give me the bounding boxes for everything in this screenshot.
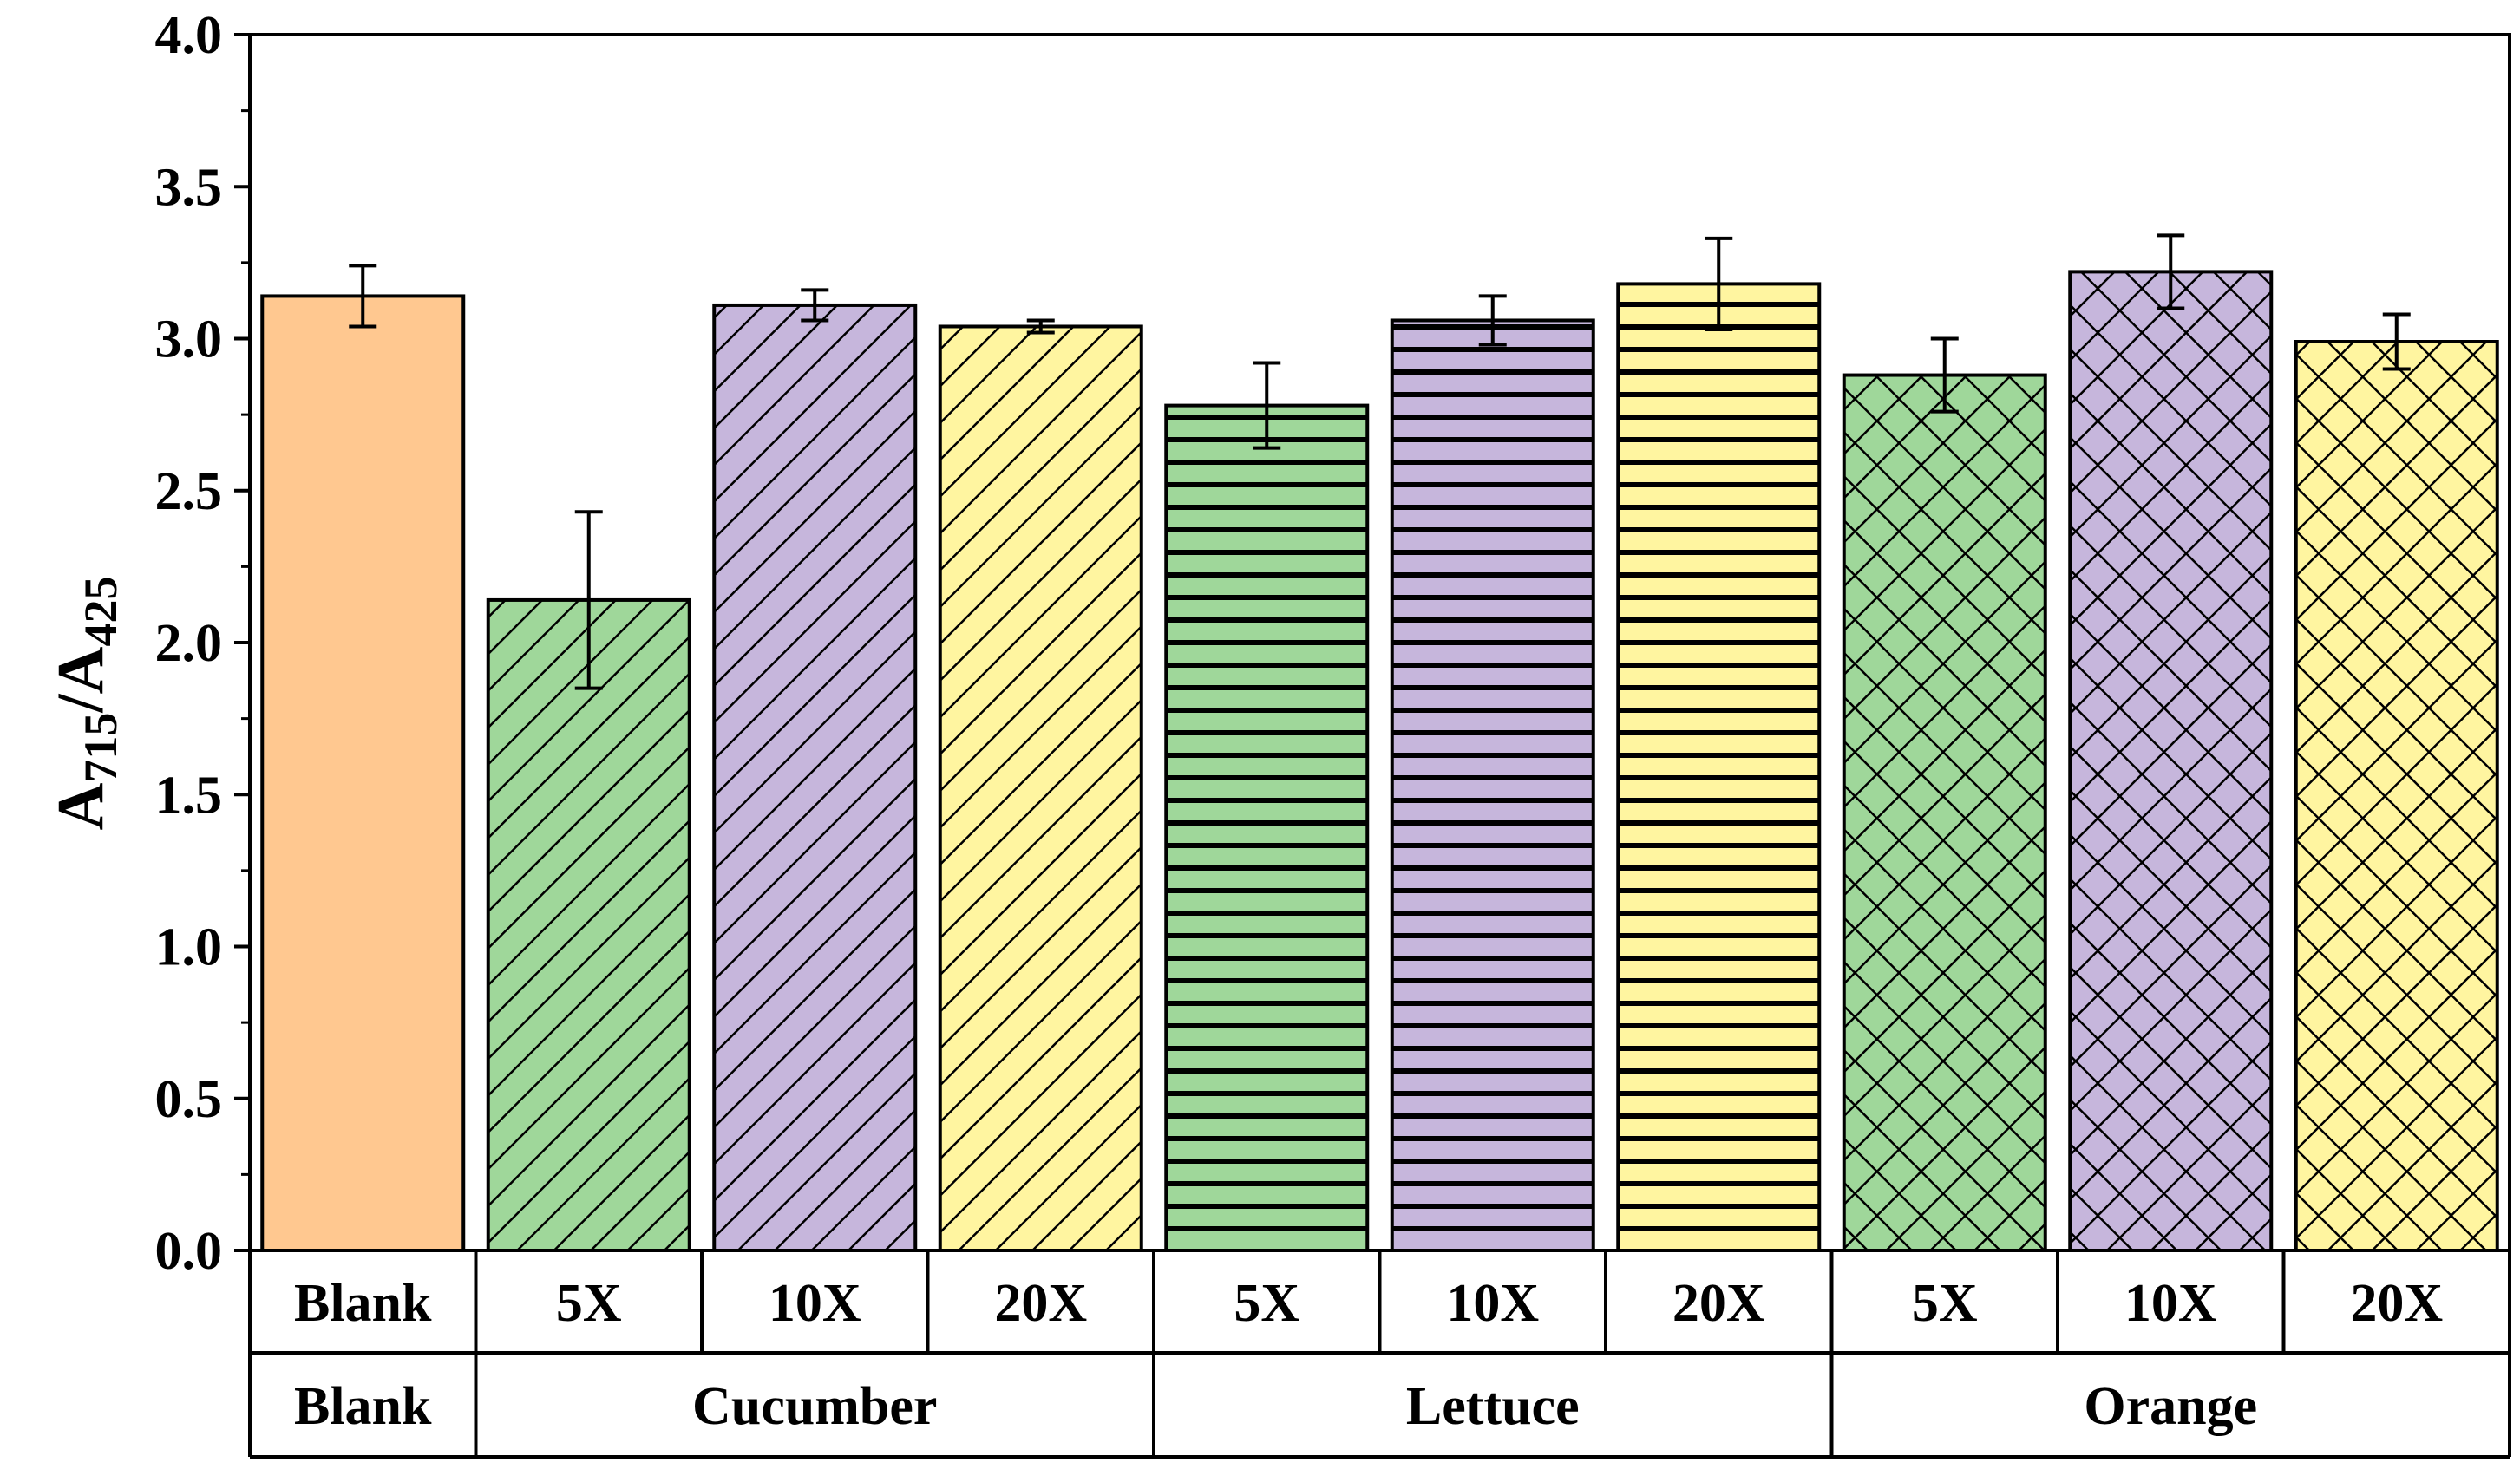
category-label: 20X	[994, 1274, 1087, 1333]
error-bars-layer	[349, 233, 2411, 690]
y-tick-label: 3.5	[155, 158, 223, 217]
bar-pattern	[714, 304, 916, 1250]
ylabel-subscript: 715	[75, 713, 127, 783]
category-label: 5X	[1912, 1274, 1978, 1333]
bar-pattern	[1843, 375, 2045, 1250]
bar-pattern	[939, 326, 1142, 1251]
y-tick-label: 3.0	[155, 310, 223, 369]
group-label: Orange	[2084, 1377, 2257, 1436]
category-label: 10X	[1446, 1274, 1539, 1333]
bar-pattern	[2295, 342, 2497, 1250]
category-label: 20X	[1672, 1274, 1765, 1333]
bar-pattern	[1166, 405, 1368, 1250]
category-label: Blank	[294, 1274, 432, 1333]
group-label: Blank	[294, 1377, 432, 1436]
category-label: 10X	[769, 1274, 861, 1333]
ylabel-slash: /	[44, 694, 117, 714]
y-tick-label: 0.0	[155, 1222, 223, 1281]
y-tick-label: 0.5	[155, 1070, 223, 1129]
group-label: Lettuce	[1406, 1377, 1580, 1436]
bars-layer	[260, 270, 2499, 1253]
y-axis-label: A715/A425	[44, 577, 127, 831]
y-tick-label: 2.0	[155, 614, 223, 673]
group-label: Cucumber	[692, 1377, 937, 1436]
category-label: 5X	[556, 1274, 622, 1333]
bar-pattern	[1618, 284, 1820, 1250]
bar-pattern	[2070, 271, 2272, 1250]
y-tick-label: 1.5	[155, 766, 223, 825]
bar-pattern	[1391, 320, 1594, 1251]
y-tick-label: 1.0	[155, 918, 223, 977]
bar-fill	[262, 296, 464, 1251]
y-axis: 0.0 0.5 1.0 1.5 2.0 2.5 3.0 3.5 4.0	[155, 6, 250, 1281]
ylabel-subscript: 425	[75, 577, 127, 647]
category-label: 10X	[2124, 1274, 2217, 1333]
bar-pattern	[488, 599, 690, 1250]
ylabel-symbol: A	[44, 782, 117, 830]
ylabel-symbol: A	[44, 646, 117, 694]
y-tick-label: 4.0	[155, 6, 223, 65]
category-label: 20X	[2350, 1274, 2443, 1333]
category-label: 5X	[1234, 1274, 1299, 1333]
category-table: Blank 5X 10X 20X 5X 10X 20X 5X 10X 20X Blank Cucumb…	[248, 1250, 2511, 1459]
y-tick-label: 2.5	[155, 462, 223, 521]
